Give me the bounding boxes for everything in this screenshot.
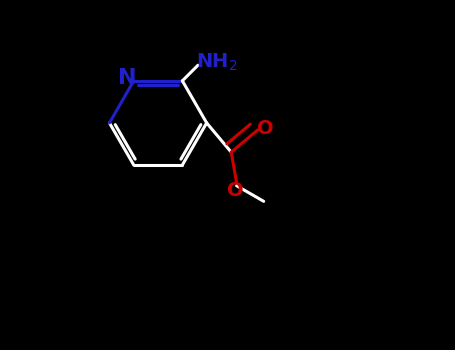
Text: NH$_2$: NH$_2$ bbox=[196, 52, 238, 73]
Text: O: O bbox=[257, 119, 274, 138]
Text: N: N bbox=[118, 68, 137, 88]
Text: O: O bbox=[227, 181, 243, 200]
